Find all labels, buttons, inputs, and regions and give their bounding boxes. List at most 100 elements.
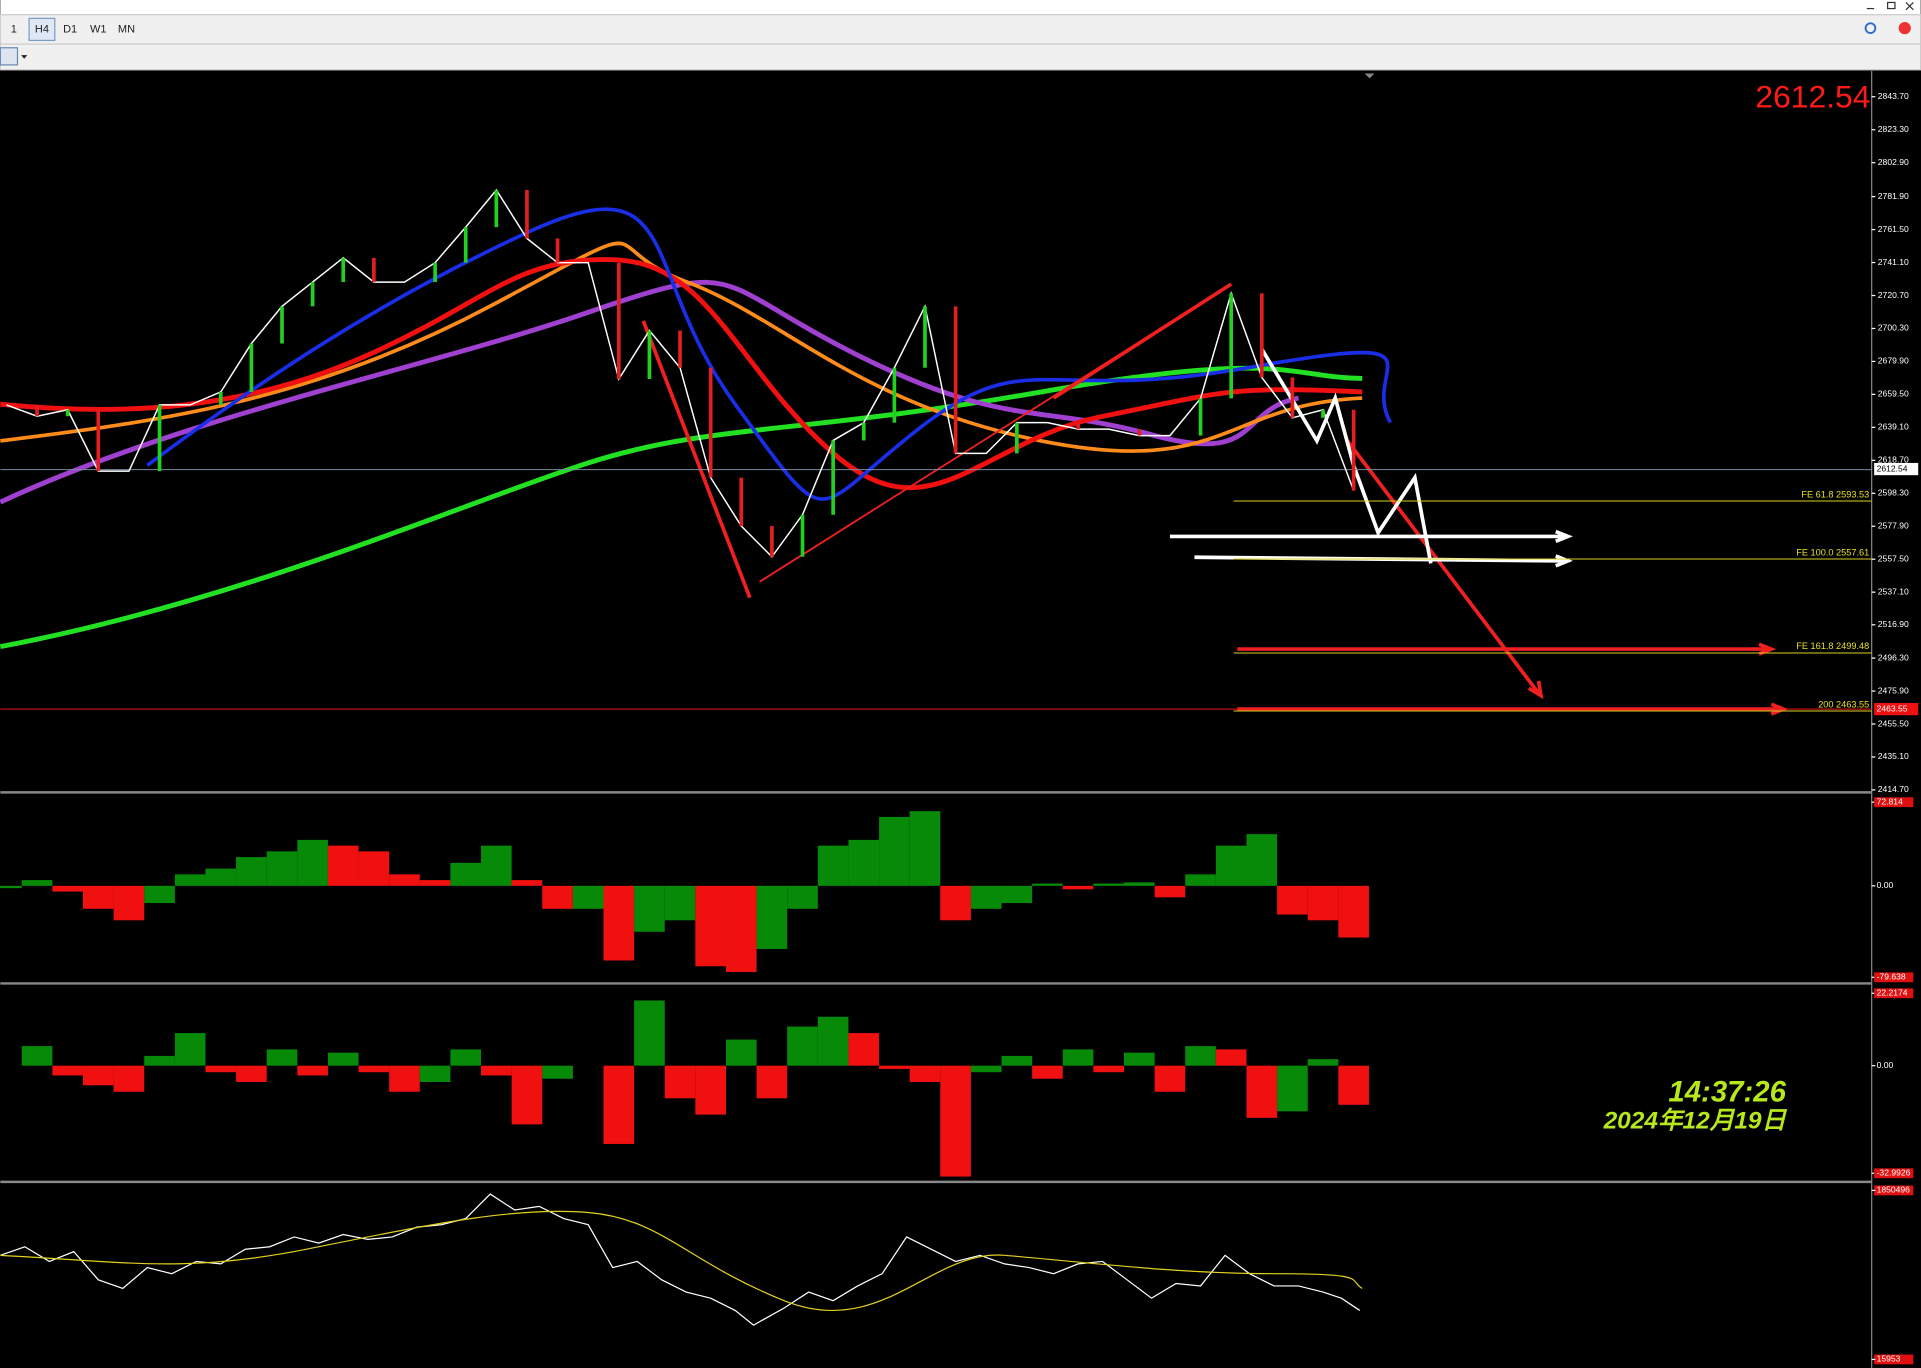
y-tick-label: 2843.70 bbox=[1878, 91, 1909, 101]
timeframe-button[interactable] bbox=[57, 18, 83, 41]
histogram-bar bbox=[970, 1065, 1002, 1073]
timeframe-label[interactable]: MN bbox=[118, 23, 135, 35]
histogram-bar bbox=[1154, 885, 1186, 898]
y-tick-label: 2761.50 bbox=[1878, 224, 1909, 234]
y-tick-label: 2720.70 bbox=[1878, 290, 1909, 300]
histogram-bar bbox=[725, 1039, 757, 1066]
histogram-bar bbox=[1123, 1052, 1155, 1066]
histogram-bar bbox=[511, 880, 543, 886]
histogram-bar bbox=[603, 1065, 635, 1144]
y-tick-label: 2516.90 bbox=[1878, 619, 1909, 629]
histogram-bar bbox=[236, 1065, 267, 1082]
timeframe-label[interactable]: D1 bbox=[63, 23, 77, 35]
histogram-bar bbox=[1093, 1065, 1124, 1073]
timeframe-button[interactable] bbox=[0, 18, 27, 41]
histogram-bar bbox=[82, 1065, 114, 1086]
y-tick-label: 2659.50 bbox=[1878, 389, 1909, 399]
histogram-bar bbox=[1246, 1065, 1278, 1118]
histogram-bar bbox=[664, 1065, 696, 1099]
y-tick-label: 2496.30 bbox=[1878, 652, 1909, 662]
histogram-bar bbox=[113, 885, 145, 921]
histogram-bar bbox=[1032, 1065, 1063, 1079]
histogram-bar bbox=[848, 839, 880, 886]
histogram-bar bbox=[909, 811, 941, 886]
histogram-bar bbox=[266, 1049, 298, 1066]
histogram-bar bbox=[664, 885, 696, 921]
histogram-bar bbox=[1246, 834, 1278, 886]
y-tick-label: -79.638 bbox=[1877, 972, 1906, 982]
histogram-bar bbox=[205, 1065, 237, 1073]
histogram-bar bbox=[297, 839, 328, 886]
target-tag bbox=[1874, 702, 1919, 716]
tick-label-bg bbox=[1874, 1168, 1914, 1179]
histogram-bar bbox=[1001, 885, 1033, 904]
arrow-red bbox=[641, 320, 752, 599]
histogram-bar bbox=[1001, 1055, 1033, 1066]
toolbar-2 bbox=[0, 43, 1921, 71]
y-tick-label: 2639.10 bbox=[1878, 422, 1909, 432]
restore[interactable] bbox=[1886, 1, 1896, 10]
arrowhead bbox=[1527, 680, 1544, 700]
histogram-bar bbox=[511, 1065, 543, 1125]
arrow-red bbox=[1237, 702, 1789, 716]
timeframe-button[interactable] bbox=[113, 18, 140, 41]
y-tick-label: 0.00 bbox=[1877, 1060, 1894, 1070]
moving-averages bbox=[0, 207, 1392, 650]
y-tick-label: 2414.70 bbox=[1878, 784, 1909, 794]
histogram-bar bbox=[1185, 874, 1216, 886]
y-tick-label: 2577.90 bbox=[1878, 521, 1909, 531]
window-controls[interactable] bbox=[1866, 1, 1914, 11]
histogram-bar bbox=[21, 880, 53, 886]
histogram-bar bbox=[1277, 885, 1308, 915]
histogram-bar bbox=[879, 1065, 910, 1069]
histogram-bar bbox=[756, 1065, 788, 1099]
tick-label-bg bbox=[1874, 1185, 1914, 1196]
ma-blue bbox=[146, 207, 1392, 501]
arrow-red bbox=[1237, 642, 1777, 656]
histogram-bar bbox=[236, 857, 267, 886]
timeframe-button[interactable] bbox=[85, 18, 112, 41]
histogram-bar bbox=[542, 1065, 573, 1079]
title-bar bbox=[0, 0, 1921, 15]
current-price: 2612.54 bbox=[1755, 79, 1870, 115]
histogram-bar bbox=[174, 874, 206, 886]
close[interactable] bbox=[1905, 2, 1914, 11]
histogram-bar bbox=[1032, 883, 1063, 886]
fib-label: 200 2463.55 bbox=[1818, 699, 1869, 709]
histogram-bar bbox=[879, 816, 910, 886]
histogram-bar bbox=[52, 885, 83, 892]
histogram-bar bbox=[174, 1033, 206, 1066]
timeframe-label[interactable]: W1 bbox=[90, 23, 107, 35]
timeframe-label[interactable]: H4 bbox=[35, 23, 49, 35]
arrow-white bbox=[1169, 529, 1573, 544]
arrow-red bbox=[1052, 282, 1233, 400]
histogram-bar bbox=[1093, 883, 1124, 886]
histogram-bar bbox=[1123, 882, 1155, 886]
tick-label-bg bbox=[1874, 972, 1914, 983]
dropdown[interactable] bbox=[21, 55, 28, 59]
histogram-bar bbox=[358, 1065, 390, 1073]
search-icon[interactable] bbox=[1864, 22, 1877, 34]
histogram-bar bbox=[358, 851, 390, 886]
histogram-bar bbox=[144, 1055, 175, 1066]
fib-label: FE 100.0 2557.61 bbox=[1796, 547, 1869, 557]
notification-icon[interactable] bbox=[1898, 22, 1911, 35]
histogram-bar bbox=[0, 885, 22, 889]
chart-icon[interactable] bbox=[0, 47, 19, 66]
histogram-bar bbox=[481, 1065, 512, 1076]
histogram-bar bbox=[1215, 1049, 1247, 1066]
tick-label-bg bbox=[1874, 1354, 1914, 1365]
price-tag bbox=[1874, 462, 1919, 476]
histogram-bar bbox=[82, 885, 114, 909]
y-tick-label: 2700.30 bbox=[1878, 323, 1909, 333]
fib-label: FE 61.8 2593.53 bbox=[1801, 489, 1869, 499]
y-tick-label: 2435.10 bbox=[1878, 751, 1909, 761]
timeframe-label[interactable]: 1 bbox=[11, 23, 17, 35]
ma-orange bbox=[0, 241, 1363, 453]
histogram-bar bbox=[756, 885, 788, 950]
timeframe-button[interactable] bbox=[28, 17, 56, 42]
y-tick-label: 2455.50 bbox=[1878, 718, 1909, 728]
y-tick-label: 2823.30 bbox=[1878, 124, 1909, 134]
